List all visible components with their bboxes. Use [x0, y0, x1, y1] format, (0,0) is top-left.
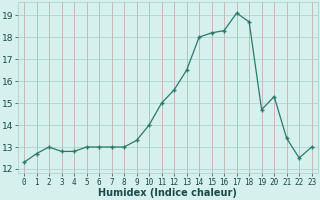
- X-axis label: Humidex (Indice chaleur): Humidex (Indice chaleur): [98, 188, 237, 198]
